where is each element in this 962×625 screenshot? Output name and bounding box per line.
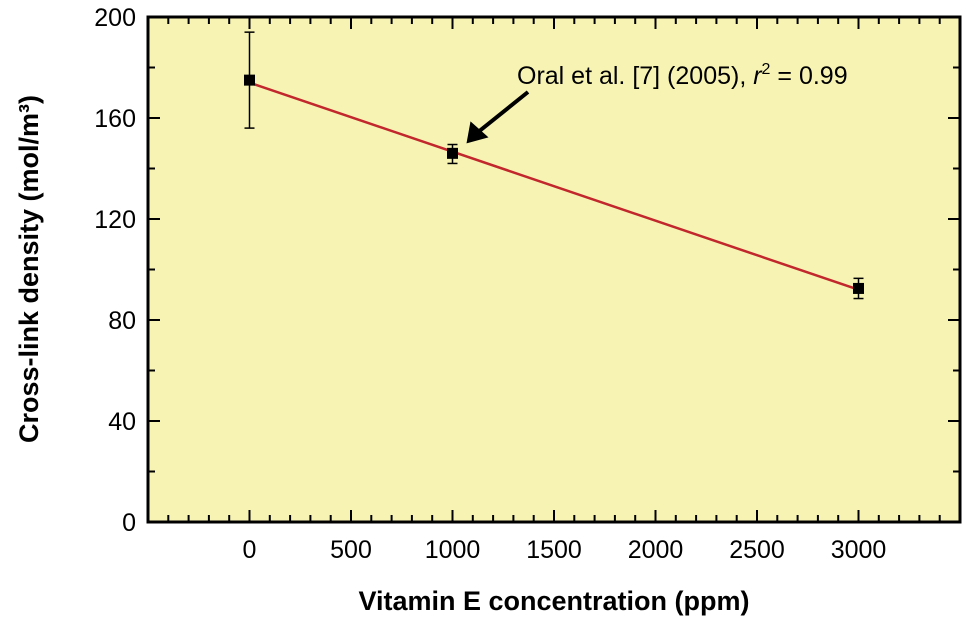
arrow-head [466, 121, 489, 144]
x-tick-label: 3000 [831, 536, 887, 564]
plot-area [146, 15, 962, 524]
x-tick-label: 1500 [526, 536, 582, 564]
y-tick-label: 40 [108, 408, 136, 436]
tick-labels: 0 500 1000 1500 2000 2500 3000 0 40 80 120 160 200 [94, 4, 886, 564]
annotation-text: Oral et al. [7] (2005), [517, 62, 753, 90]
data-marker [853, 282, 864, 294]
axis-ticks [147, 16, 961, 523]
y-tick-label: 200 [94, 4, 136, 32]
x-tick-label: 500 [330, 536, 372, 564]
x-axis-label: Vitamin E concentration (ppm) [358, 586, 749, 616]
y-axis-label: Cross-link density (mol/m³) [14, 95, 44, 443]
data-marker [244, 74, 255, 86]
x-tick-label: 1000 [425, 536, 481, 564]
x-tick-label: 2500 [729, 536, 785, 564]
annotation-tail: = 0.99 [770, 62, 847, 90]
y-tick-label: 120 [94, 206, 136, 234]
data-marker [447, 147, 458, 159]
data-points [244, 31, 864, 300]
x-tick-label: 2000 [628, 536, 684, 564]
annotation-label: Oral et al. [7] (2005), r2 = 0.99 [517, 61, 848, 90]
annotation-r: r [753, 62, 763, 90]
y-tick-label: 0 [122, 509, 136, 537]
y-tick-label: 80 [108, 307, 136, 335]
y-tick-label: 160 [94, 105, 136, 133]
x-tick-label: 0 [243, 536, 257, 564]
fit-line [249, 81, 859, 291]
annotation-arrow [466, 90, 530, 144]
annotation-sup: 2 [762, 61, 771, 78]
arrow-shaft [475, 90, 530, 135]
